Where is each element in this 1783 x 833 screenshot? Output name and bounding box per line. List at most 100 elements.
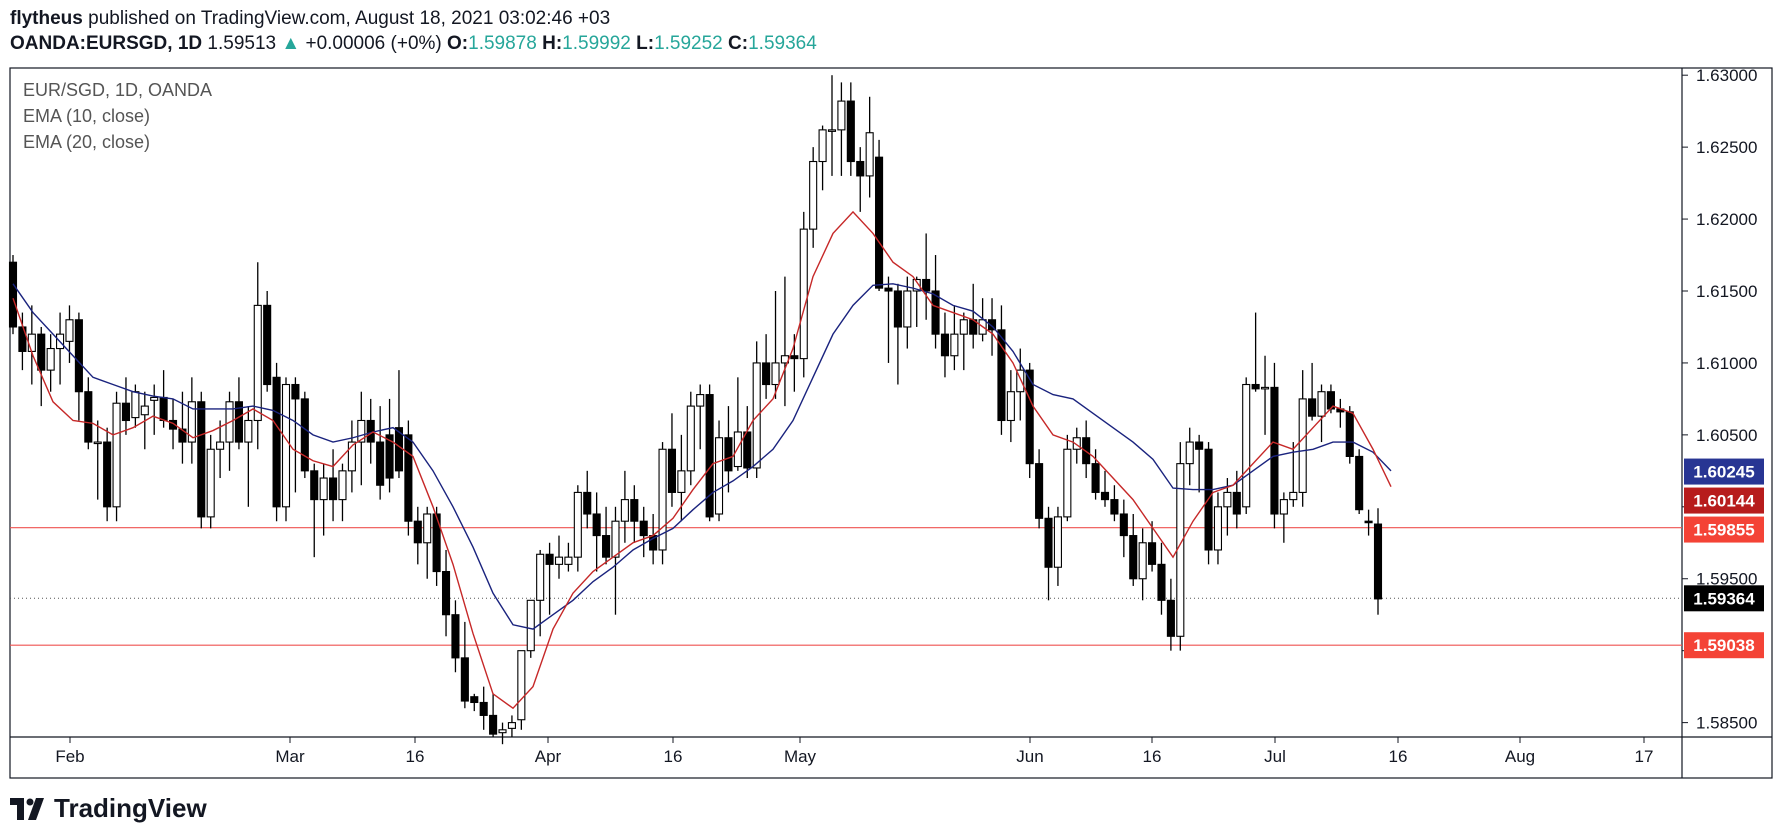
candle[interactable] xyxy=(1213,492,1223,565)
candle[interactable] xyxy=(74,312,83,421)
candle[interactable] xyxy=(1373,508,1383,615)
candle[interactable] xyxy=(84,377,93,450)
candle[interactable] xyxy=(1270,362,1279,529)
candle[interactable] xyxy=(385,398,394,493)
candle[interactable] xyxy=(253,262,262,450)
candle[interactable] xyxy=(686,391,695,486)
candle[interactable] xyxy=(752,341,761,479)
candle[interactable] xyxy=(347,420,356,493)
candle[interactable] xyxy=(1308,362,1317,421)
candle[interactable] xyxy=(1006,370,1015,443)
candle[interactable] xyxy=(376,406,385,500)
candle[interactable] xyxy=(423,506,432,579)
candle[interactable] xyxy=(1110,485,1119,522)
candle[interactable] xyxy=(93,420,102,500)
candle[interactable] xyxy=(639,506,648,558)
candle[interactable] xyxy=(658,442,667,565)
candle[interactable] xyxy=(507,715,516,737)
candle[interactable] xyxy=(592,492,601,572)
candle[interactable] xyxy=(837,82,846,176)
candle[interactable] xyxy=(1025,362,1034,479)
candle[interactable] xyxy=(1336,398,1345,428)
candle[interactable] xyxy=(319,463,328,536)
candle[interactable] xyxy=(564,542,573,572)
candle[interactable] xyxy=(281,377,291,522)
candle[interactable] xyxy=(56,312,65,385)
candle[interactable] xyxy=(827,75,837,176)
candle[interactable] xyxy=(959,312,968,371)
candle[interactable] xyxy=(1044,506,1053,601)
candle[interactable] xyxy=(573,485,582,572)
candle[interactable] xyxy=(978,298,987,342)
candle[interactable] xyxy=(1364,509,1373,536)
candle[interactable] xyxy=(724,406,733,493)
candle[interactable] xyxy=(263,291,272,392)
candle[interactable] xyxy=(743,406,752,479)
candle[interactable] xyxy=(1091,449,1100,500)
candle[interactable] xyxy=(1242,377,1251,514)
candle[interactable] xyxy=(470,693,479,712)
candle[interactable] xyxy=(1289,442,1298,507)
candle[interactable] xyxy=(714,420,724,522)
candle[interactable] xyxy=(912,276,921,327)
candle[interactable] xyxy=(272,362,281,522)
candle[interactable] xyxy=(338,463,347,522)
candle[interactable] xyxy=(780,276,789,407)
candle[interactable] xyxy=(460,621,469,709)
candle[interactable] xyxy=(329,449,338,522)
candle[interactable] xyxy=(1176,442,1185,651)
legend-ema10[interactable]: EMA (10, close) xyxy=(23,106,151,126)
candle[interactable] xyxy=(103,427,112,522)
candle[interactable] xyxy=(667,413,677,507)
candle[interactable] xyxy=(1195,434,1204,493)
candle[interactable] xyxy=(216,420,225,479)
candle[interactable] xyxy=(583,470,592,529)
candle[interactable] xyxy=(733,377,742,471)
tradingview-footer[interactable]: TradingView xyxy=(10,793,207,824)
candle[interactable] xyxy=(197,391,206,529)
candle[interactable] xyxy=(1355,449,1364,514)
candle[interactable] xyxy=(865,96,874,198)
candle[interactable] xyxy=(922,233,931,320)
candle[interactable] xyxy=(65,305,74,363)
candle[interactable] xyxy=(1063,434,1072,522)
candle[interactable] xyxy=(121,377,131,435)
candle[interactable] xyxy=(310,463,319,558)
candle[interactable] xyxy=(1317,384,1326,443)
candle[interactable] xyxy=(620,470,629,543)
candle[interactable] xyxy=(8,255,18,335)
candle[interactable] xyxy=(1119,499,1128,558)
time-axis[interactable]: Feb Mar 16 Apr 16 May Jun 16 Jul 16 Aug 17 xyxy=(55,737,1653,766)
candle[interactable] xyxy=(18,312,27,371)
candle[interactable] xyxy=(46,334,55,392)
candle[interactable] xyxy=(762,334,771,399)
candle[interactable] xyxy=(1053,506,1062,586)
candle[interactable] xyxy=(1100,470,1110,507)
candle[interactable] xyxy=(969,283,978,349)
candle[interactable] xyxy=(112,391,121,522)
candle[interactable] xyxy=(611,506,620,615)
candle[interactable] xyxy=(1345,406,1354,464)
candle[interactable] xyxy=(1251,312,1260,392)
candle[interactable] xyxy=(498,722,507,745)
candle[interactable] xyxy=(799,211,808,378)
candle[interactable] xyxy=(187,377,196,464)
candle[interactable] xyxy=(536,549,545,637)
candle[interactable] xyxy=(489,693,498,737)
candle[interactable] xyxy=(291,377,300,493)
candle[interactable] xyxy=(413,506,422,565)
candle[interactable] xyxy=(1138,528,1147,601)
candle[interactable] xyxy=(997,305,1006,435)
candle[interactable] xyxy=(809,147,818,248)
candle[interactable] xyxy=(545,542,554,615)
candle[interactable] xyxy=(150,384,159,435)
publisher-name[interactable]: flytheus xyxy=(10,8,83,29)
candle[interactable] xyxy=(1166,578,1175,651)
candle[interactable] xyxy=(554,535,564,579)
candle[interactable] xyxy=(705,384,714,522)
candle[interactable] xyxy=(432,506,441,586)
candle[interactable] xyxy=(300,391,309,479)
legend-ema20[interactable]: EMA (20, close) xyxy=(23,132,151,152)
candle[interactable] xyxy=(1157,542,1166,615)
